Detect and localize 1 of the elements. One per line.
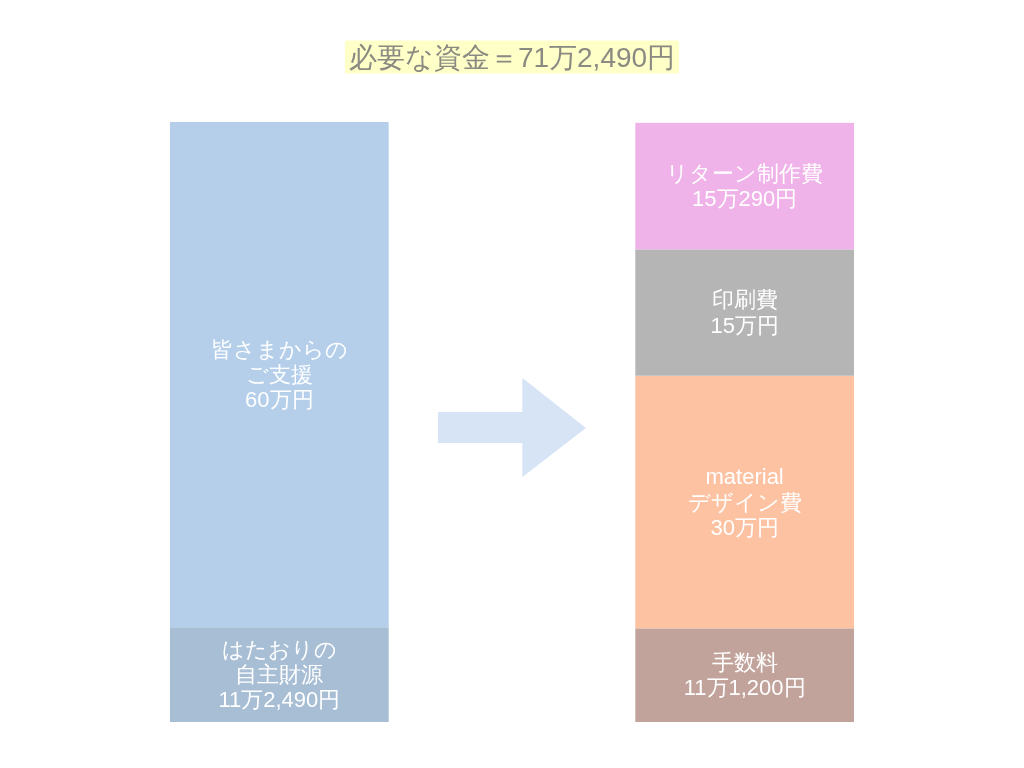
title: 必要な資金＝71万2,490円 (344, 40, 680, 74)
